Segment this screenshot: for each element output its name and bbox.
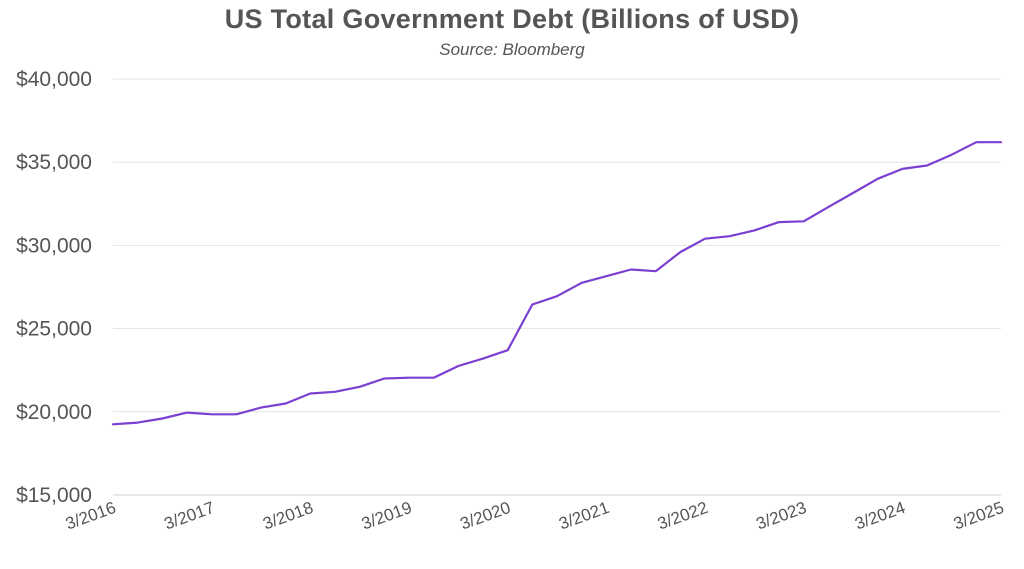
y-tick-label: $25,000 [16, 318, 92, 341]
x-tick-label: 3/2023 [754, 498, 809, 534]
y-tick-label: $15,000 [16, 484, 92, 507]
x-tick-label: 3/2024 [852, 498, 907, 534]
grid-lines [113, 78, 1001, 496]
debt-series-line [111, 141, 1003, 426]
y-tick-label: $20,000 [16, 401, 92, 424]
y-axis-tick-labels: $15,000 $20,000 $25,000 $30,000 $35,000 $40,0… [16, 68, 92, 507]
x-tick-label: 3/2022 [655, 498, 710, 534]
x-tick-label: 3/2025 [951, 498, 1006, 534]
chart-title: US Total Government Debt (Billions of US… [224, 4, 800, 34]
x-axis-tick-labels: 3/2016 3/2017 3/2018 3/2019 3/2020 3/2021 3/20… [63, 498, 1006, 534]
chart-subtitle: Source: Bloomberg [439, 40, 585, 59]
x-tick-label: 3/2020 [458, 498, 513, 534]
x-tick-label: 3/2018 [260, 498, 315, 534]
x-tick-label: 3/2019 [359, 498, 414, 534]
y-tick-label: $40,000 [16, 68, 92, 91]
y-tick-label: $30,000 [16, 234, 92, 257]
x-tick-label: 3/2017 [162, 498, 217, 534]
x-tick-label: 3/2021 [556, 498, 611, 534]
y-tick-label: $35,000 [16, 151, 92, 174]
